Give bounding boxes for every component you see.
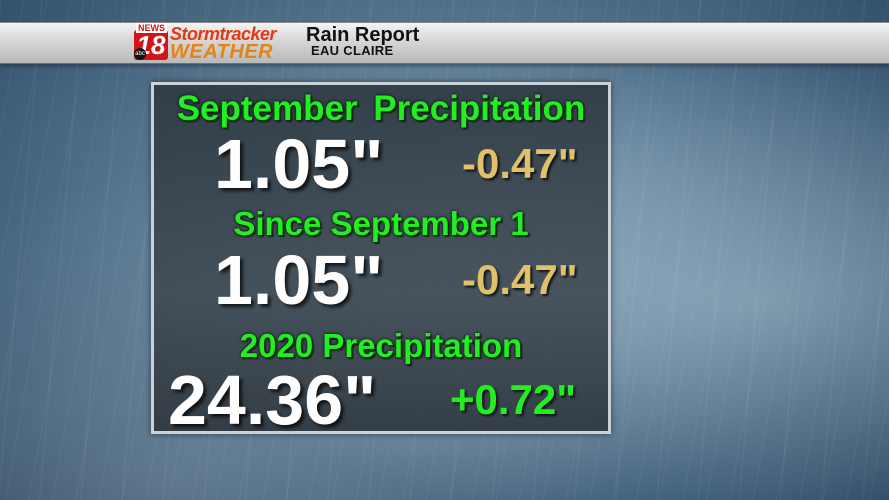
- station-logo: 18 NEWS abc Stormtracker WEATHER: [134, 23, 300, 63]
- logo-number: 18: [134, 30, 168, 60]
- abc-logo-icon: abc: [134, 48, 146, 60]
- since-sept-1-departure: -0.47": [462, 256, 578, 303]
- since-sept-1-total: 1.05": [214, 241, 384, 319]
- rain-report-panel: September Precipitation 1.05" -0.47" Sin…: [151, 82, 611, 439]
- report-location: EAU CLAIRE: [311, 43, 394, 58]
- section-heading-since-sept-1: Since September 1: [233, 205, 529, 242]
- year-total: 24.36": [168, 361, 377, 439]
- logo-news: NEWS: [136, 23, 167, 33]
- logo-weather: WEATHER: [170, 41, 274, 63]
- september-total: 1.05": [214, 125, 384, 203]
- report-title: Rain Report: [306, 24, 420, 46]
- year-departure: +0.72": [450, 376, 577, 423]
- section-heading-september: September Precipitation: [176, 89, 586, 128]
- section-heading-year: 2020 Precipitation: [239, 327, 523, 364]
- september-departure: -0.47": [462, 140, 578, 187]
- logo-stormtracker: Stormtracker: [170, 24, 277, 44]
